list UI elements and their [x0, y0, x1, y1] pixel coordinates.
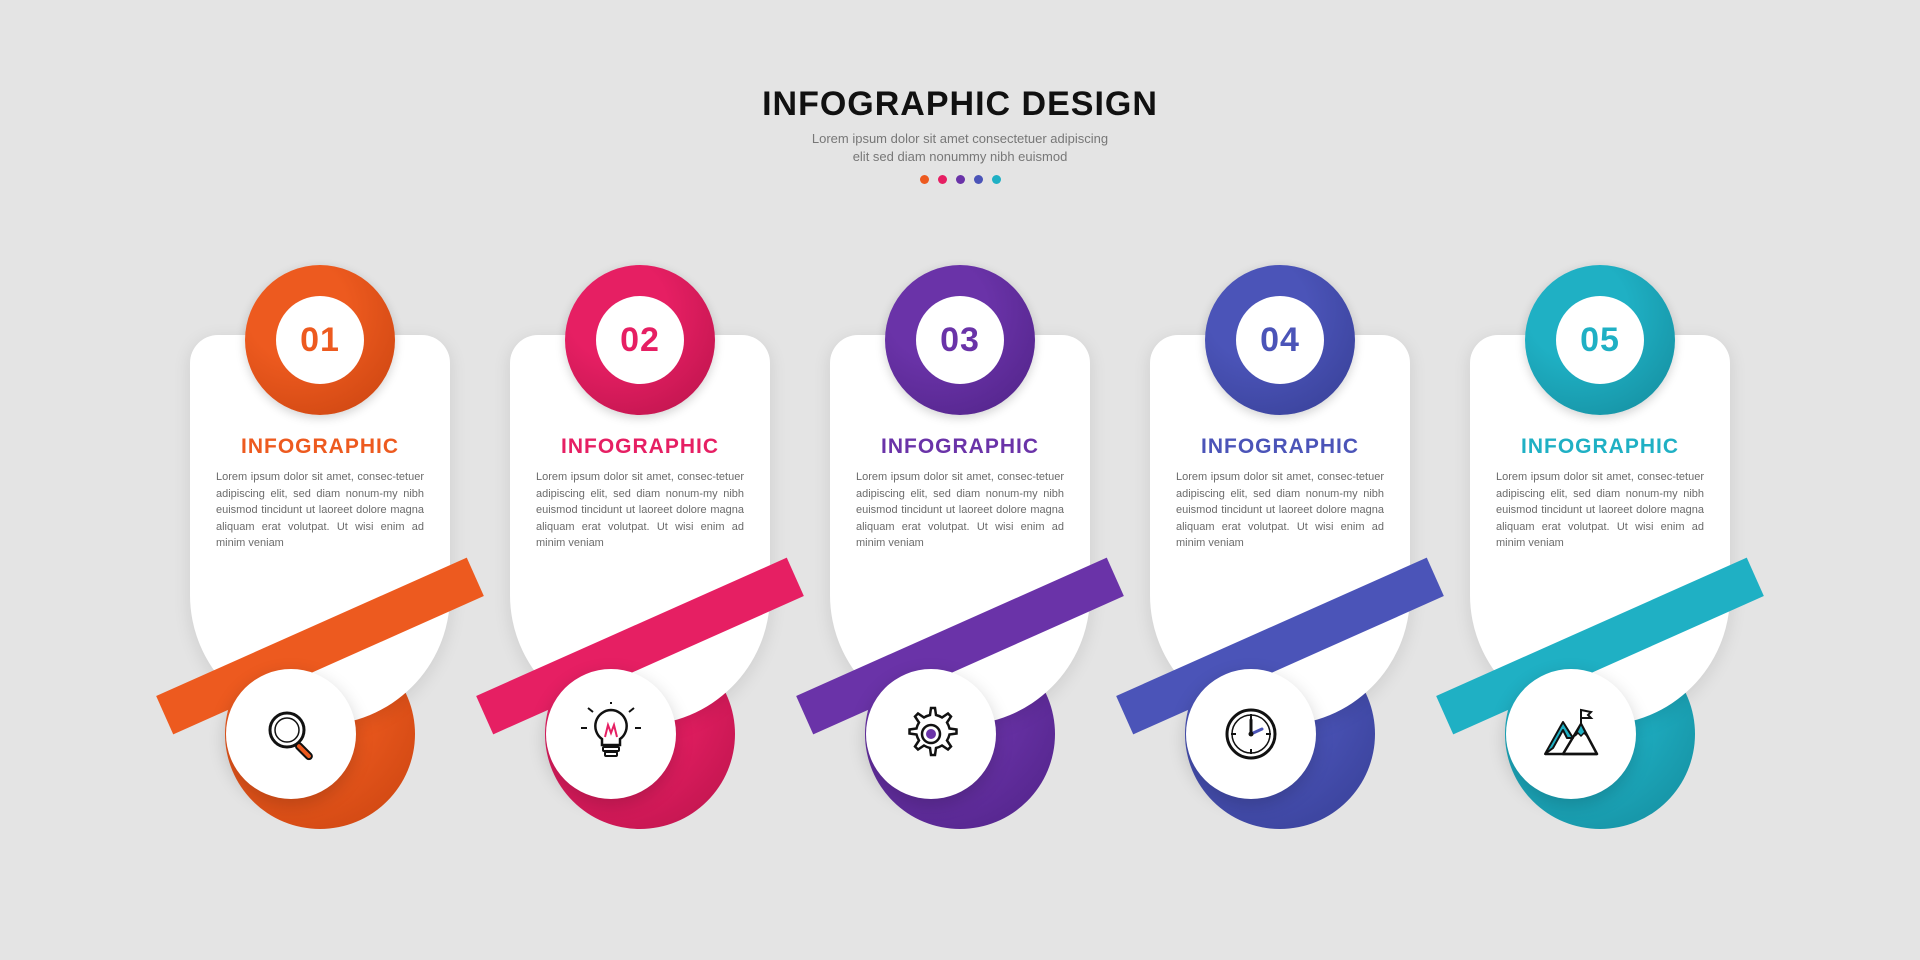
number-label: 01: [276, 296, 364, 384]
number-label: 04: [1236, 296, 1324, 384]
card-1: INFOGRAPHIC Lorem ipsum dolor sit amet, …: [190, 265, 450, 805]
header-dot: [974, 175, 983, 184]
card-body: Lorem ipsum dolor sit amet, consec-tetue…: [536, 469, 744, 552]
card-title: INFOGRAPHIC: [1176, 435, 1384, 459]
cards-row: INFOGRAPHIC Lorem ipsum dolor sit amet, …: [100, 265, 1820, 805]
card-body: Lorem ipsum dolor sit amet, consec-tetue…: [1496, 469, 1704, 552]
card-title: INFOGRAPHIC: [1496, 435, 1704, 459]
card-title: INFOGRAPHIC: [856, 435, 1064, 459]
subtitle: Lorem ipsum dolor sit amet consectetuer …: [100, 130, 1820, 165]
subtitle-line1: Lorem ipsum dolor sit amet consectetuer …: [812, 131, 1108, 146]
header-dot: [920, 175, 929, 184]
number-ring: 05: [1525, 265, 1675, 415]
card-2: INFOGRAPHIC Lorem ipsum dolor sit amet, …: [510, 265, 770, 805]
clock-icon: [1186, 669, 1316, 799]
number-ring: 04: [1205, 265, 1355, 415]
subtitle-line2: elit sed diam nonummy nibh euismod: [853, 149, 1068, 164]
header-dot: [992, 175, 1001, 184]
card-body: Lorem ipsum dolor sit amet, consec-tetue…: [1176, 469, 1384, 552]
number-label: 05: [1556, 296, 1644, 384]
header-dot: [938, 175, 947, 184]
card-4: INFOGRAPHIC Lorem ipsum dolor sit amet, …: [1150, 265, 1410, 805]
number-label: 03: [916, 296, 1004, 384]
card-body: Lorem ipsum dolor sit amet, consec-tetue…: [856, 469, 1064, 552]
number-label: 02: [596, 296, 684, 384]
header-dots: [100, 175, 1820, 184]
header-dot: [956, 175, 965, 184]
infographic-frame: INFOGRAPHIC DESIGN Lorem ipsum dolor sit…: [100, 40, 1820, 920]
card-5: INFOGRAPHIC Lorem ipsum dolor sit amet, …: [1470, 265, 1730, 805]
number-ring: 03: [885, 265, 1035, 415]
header: INFOGRAPHIC DESIGN Lorem ipsum dolor sit…: [100, 40, 1820, 184]
card-title: INFOGRAPHIC: [216, 435, 424, 459]
number-ring: 01: [245, 265, 395, 415]
gear-icon: [866, 669, 996, 799]
card-title: INFOGRAPHIC: [536, 435, 744, 459]
card-body: Lorem ipsum dolor sit amet, consec-tetue…: [216, 469, 424, 552]
number-ring: 02: [565, 265, 715, 415]
magnifier-icon: [226, 669, 356, 799]
main-title: INFOGRAPHIC DESIGN: [100, 85, 1820, 124]
mountain-icon: [1506, 669, 1636, 799]
lightbulb-icon: [546, 669, 676, 799]
card-3: INFOGRAPHIC Lorem ipsum dolor sit amet, …: [830, 265, 1090, 805]
